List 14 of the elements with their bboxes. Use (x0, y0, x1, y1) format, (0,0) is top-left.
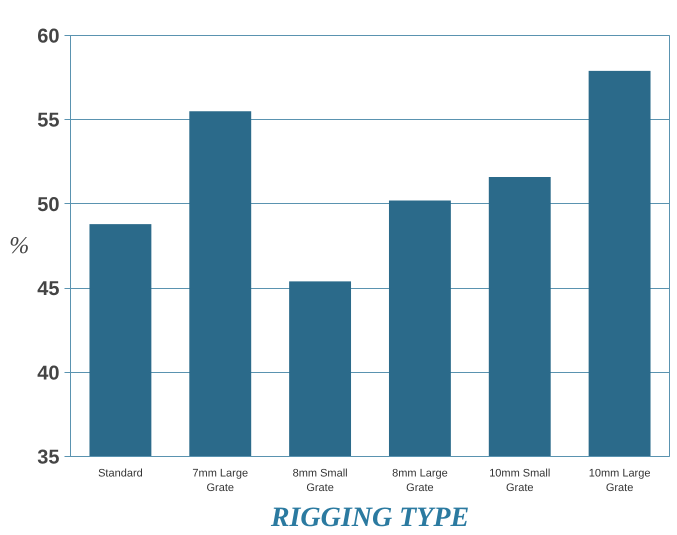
x-tick-label: 7mm Large Grate (192, 468, 248, 494)
y-axis-title: % (9, 233, 30, 259)
x-axis-title: RIGGING TYPE (270, 502, 470, 533)
y-tick-label: 35 (37, 446, 60, 468)
x-tick-label: 8mm Small Grate (292, 468, 348, 494)
x-tick-label: 10mm Small Grate (489, 468, 550, 494)
y-tick-label: 45 (37, 278, 60, 300)
x-tick-label: Standard (98, 468, 143, 480)
x-tick-label: 8mm Large Grate (392, 468, 448, 494)
y-tick-label: 50 (37, 194, 60, 216)
y-tick-label: 55 (37, 110, 60, 132)
y-tick-label: 60 (37, 26, 60, 48)
y-tick-label: 40 (37, 362, 60, 384)
x-tick-label: 10mm Large Grate (588, 468, 650, 494)
